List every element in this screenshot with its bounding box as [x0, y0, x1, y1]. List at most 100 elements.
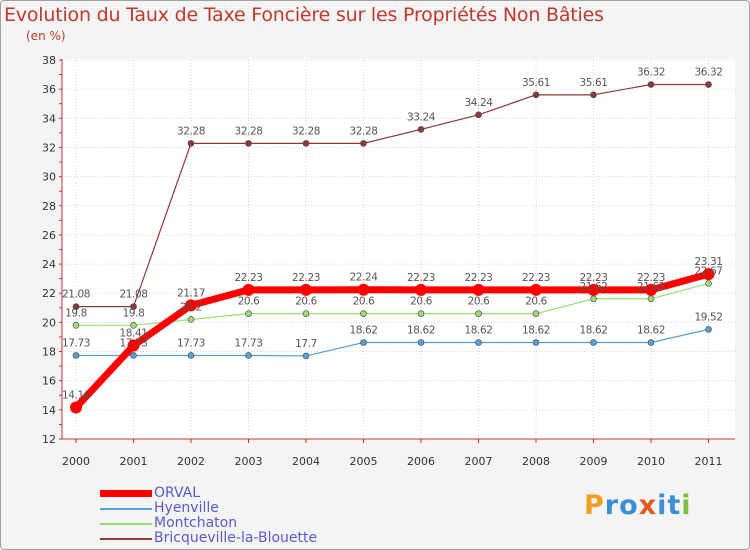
data-label: 17.73: [119, 337, 147, 349]
y-tick-label: 12: [42, 433, 56, 446]
data-label: 36.32: [694, 66, 722, 78]
data-label: 21.62: [579, 281, 607, 293]
data-point: [415, 283, 427, 296]
legend-swatch: [100, 522, 152, 525]
data-label: 20.6: [353, 296, 375, 308]
y-tick-label: 18: [42, 346, 56, 359]
data-point: [647, 295, 655, 303]
data-label: 20.2: [180, 301, 202, 313]
y-tick-label: 24: [42, 258, 56, 271]
data-label: 20.6: [410, 296, 432, 308]
data-point: [705, 81, 712, 88]
data-point: [245, 352, 252, 359]
data-point: [187, 316, 195, 323]
legend-swatch: [100, 490, 152, 497]
data-label: 32.28: [177, 125, 205, 137]
data-point: [417, 310, 425, 317]
data-label: 19.8: [65, 307, 87, 319]
plot-area: [62, 59, 735, 439]
legend-label: Bricqueville-la-Blouette: [154, 530, 318, 546]
series-line-montchaton: [75, 282, 710, 326]
data-point: [705, 280, 712, 287]
data-label: 34.24: [464, 97, 493, 109]
x-tick-label: 2009: [580, 455, 608, 468]
x-tick-label: 2008: [522, 455, 550, 468]
y-tick-label: 14: [42, 404, 56, 417]
chart-legend: ORVAL Hyenville Montchaton Bricqueville-la-…: [100, 486, 317, 546]
data-label: 35.61: [579, 77, 607, 89]
data-point: [185, 299, 197, 312]
legend-swatch: [100, 537, 152, 540]
chart-title: Evolution du Taux de Taxe Foncière sur l…: [4, 4, 604, 26]
x-tick-label: 2007: [465, 455, 493, 468]
series-line-orval: [72, 270, 712, 412]
data-point: [645, 283, 657, 296]
y-tick-label: 32: [42, 141, 56, 154]
data-label: 21.08: [62, 289, 90, 301]
y-tick-label: 34: [42, 112, 56, 125]
data-point: [130, 352, 137, 359]
y-tick-label: 22: [42, 287, 56, 300]
data-point: [302, 140, 310, 147]
data-label: 35.61: [522, 77, 550, 89]
y-tick-label: 26: [42, 229, 56, 242]
data-label: 20.6: [295, 296, 317, 308]
legend-label: Montchaton: [154, 515, 238, 531]
series-line-bricqueville-la-blouette: [75, 83, 710, 308]
x-tick-label: 2002: [177, 455, 205, 468]
data-label: 22.23: [292, 272, 320, 284]
data-label: 18.62: [522, 325, 550, 337]
data-label: 22.23: [637, 272, 665, 284]
data-label: 19.8: [123, 307, 145, 319]
data-label: 22.23: [234, 272, 262, 284]
data-label: 20.6: [468, 296, 490, 308]
data-label: 36.32: [637, 66, 665, 78]
legend-label: ORVAL: [154, 485, 201, 501]
data-point: [302, 310, 310, 317]
data-label: 21.08: [119, 289, 147, 301]
data-point: [360, 310, 367, 317]
data-point: [705, 326, 712, 333]
data-point: [417, 339, 425, 346]
legend-swatch: [100, 507, 152, 510]
data-label: 32.28: [234, 125, 262, 137]
data-point: [302, 352, 310, 360]
data-label: 22.23: [407, 272, 435, 284]
y-tick-label: 36: [42, 83, 56, 96]
data-point: [587, 283, 600, 296]
data-label: 21.62: [637, 281, 665, 293]
data-point: [647, 339, 655, 346]
data-point: [532, 339, 540, 346]
unit-label: (en %): [26, 29, 66, 43]
legend-item: Bricqueville-la-Blouette: [100, 531, 317, 546]
data-point: [130, 303, 137, 310]
data-point: [300, 283, 312, 296]
data-label: 18.62: [579, 325, 607, 337]
data-point: [417, 126, 425, 133]
data-label: 18.62: [349, 325, 377, 337]
proxiti-logo: Proxiti: [584, 490, 692, 521]
data-point: [187, 352, 195, 359]
data-label: 17.73: [177, 337, 205, 349]
data-point: [475, 339, 482, 346]
x-tick-label: 2010: [637, 455, 665, 468]
data-label: 18.62: [637, 325, 665, 337]
data-point: [357, 283, 370, 296]
data-label: 18.62: [407, 325, 435, 337]
x-tick-label: 2005: [350, 455, 378, 468]
data-point: [72, 303, 80, 310]
data-label: 22.23: [522, 272, 550, 284]
data-label: 22.67: [694, 265, 722, 277]
data-label: 32.28: [349, 125, 377, 137]
data-point: [590, 339, 597, 346]
y-tick-label: 38: [42, 54, 56, 67]
data-point: [530, 283, 542, 296]
y-tick-label: 30: [42, 171, 56, 184]
data-label: 14.16: [62, 390, 91, 402]
data-label: 19.52: [694, 311, 722, 323]
series-line-hyenville: [75, 328, 710, 357]
data-point: [360, 140, 367, 147]
data-label: 21.17: [177, 287, 205, 299]
x-tick-label: 2001: [120, 455, 148, 468]
data-label: 22.23: [579, 272, 607, 284]
